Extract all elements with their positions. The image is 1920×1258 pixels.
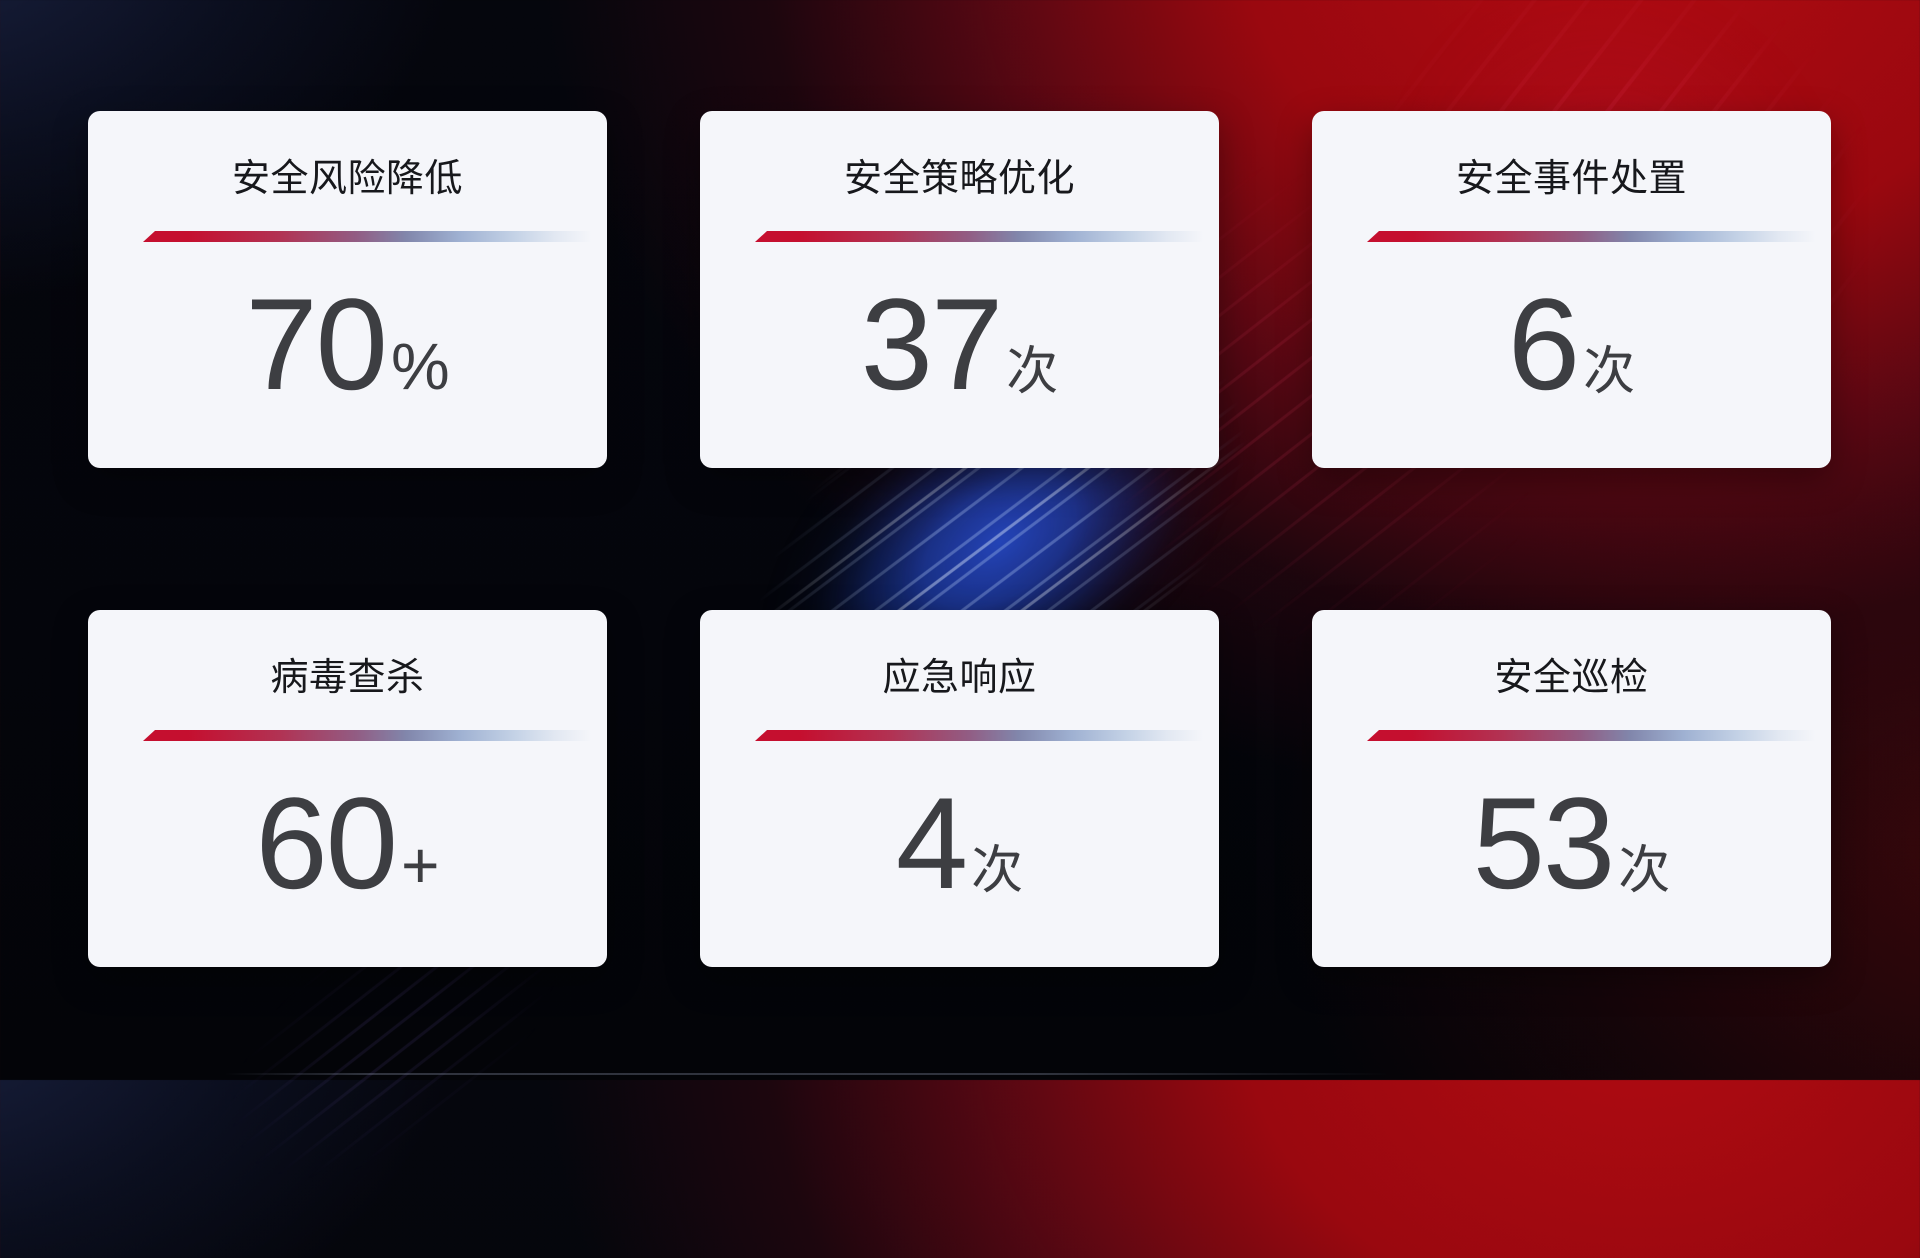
stat-value-number: 37: [860, 271, 1004, 417]
stat-value-unit: %: [390, 329, 450, 403]
stat-card-value: 53 次: [1312, 778, 1831, 908]
stat-card-emergency-response: 应急响应 4 次: [700, 610, 1219, 967]
stat-value-number: 60: [255, 770, 398, 916]
accent-gradient-line: [143, 730, 596, 741]
stat-value-unit: +: [401, 828, 440, 902]
stat-card-title: 应急响应: [882, 657, 1037, 699]
stat-card-incident-handling: 安全事件处置 6 次: [1312, 111, 1831, 468]
stat-card-policy-optimization: 安全策略优化 37 次: [700, 111, 1219, 468]
stat-value-number: 53: [1472, 770, 1616, 916]
bottom-hairline-decoration: [225, 1073, 1390, 1075]
stat-card-security-inspection: 安全巡检 53 次: [1312, 610, 1831, 967]
stat-card-risk-reduction: 安全风险降低 70 %: [88, 111, 607, 468]
accent-gradient-line: [755, 231, 1208, 242]
stat-card-title: 安全策略优化: [843, 158, 1075, 200]
accent-gradient-line: [755, 730, 1208, 741]
stat-card-virus-scan: 病毒查杀 60 +: [88, 610, 607, 967]
stat-value-unit: 次: [971, 842, 1024, 900]
stat-value-unit: 次: [1583, 343, 1636, 401]
stat-value-number: 70: [245, 271, 388, 417]
stat-card-value: 6 次: [1312, 279, 1831, 409]
stat-card-value: 4 次: [700, 778, 1219, 908]
accent-gradient-line: [143, 231, 596, 242]
stat-card-title: 安全巡检: [1494, 657, 1649, 699]
stat-card-grid: 安全风险降低 70 % 安全策略优化 37 次 安全事件处置 6 次 病毒查杀 …: [88, 111, 1831, 967]
stat-card-title: 安全事件处置: [1455, 158, 1687, 200]
stat-value-number: 4: [895, 770, 968, 916]
stat-value-number: 6: [1507, 271, 1580, 417]
stat-card-value: 37 次: [700, 279, 1219, 409]
stat-card-title: 安全风险降低: [231, 158, 463, 200]
stat-value-unit: 次: [1618, 842, 1671, 900]
accent-gradient-line: [1367, 730, 1820, 741]
stat-value-unit: 次: [1006, 343, 1059, 401]
stat-card-value: 60 +: [88, 778, 607, 908]
stat-card-value: 70 %: [88, 279, 607, 409]
stat-card-title: 病毒查杀: [270, 657, 425, 699]
accent-gradient-line: [1367, 231, 1820, 242]
